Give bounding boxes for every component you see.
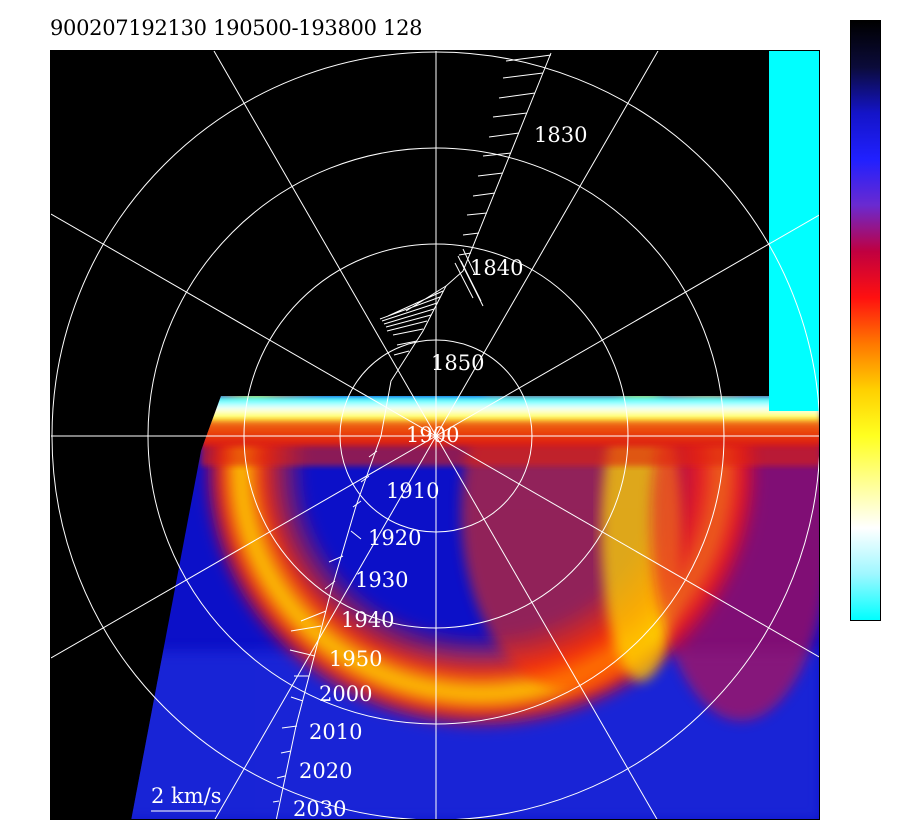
time-label-1930: 1930 xyxy=(355,568,408,592)
scale-label: 2 km/s xyxy=(151,784,222,808)
time-label-1830: 1830 xyxy=(534,123,587,147)
cyan-strip xyxy=(769,51,819,411)
time-label-1840: 1840 xyxy=(470,256,523,280)
time-label-2030: 2030 xyxy=(293,797,346,820)
time-label-1910: 1910 xyxy=(386,479,439,503)
chart-title: 900207192130 190500-193800 128 xyxy=(50,16,423,40)
colorbar xyxy=(850,20,881,621)
time-label-2000: 2000 xyxy=(319,682,372,706)
time-label-2010: 2010 xyxy=(309,720,362,744)
time-label-1950: 1950 xyxy=(329,647,382,671)
time-label-1900: 1900 xyxy=(406,423,459,447)
time-label-1920: 1920 xyxy=(368,526,421,550)
polar-plot-svg: 1830 1840 1850 1900 1910 1920 1930 1940 … xyxy=(51,51,819,820)
polar-plot: 1830 1840 1850 1900 1910 1920 1930 1940 … xyxy=(50,50,820,820)
polar-grid xyxy=(51,51,819,819)
time-label-1940: 1940 xyxy=(341,608,394,632)
spectrum-field xyxy=(131,396,819,819)
time-label-2020: 2020 xyxy=(299,759,352,783)
velocity-track xyxy=(151,52,552,819)
time-label-1850: 1850 xyxy=(431,351,484,375)
